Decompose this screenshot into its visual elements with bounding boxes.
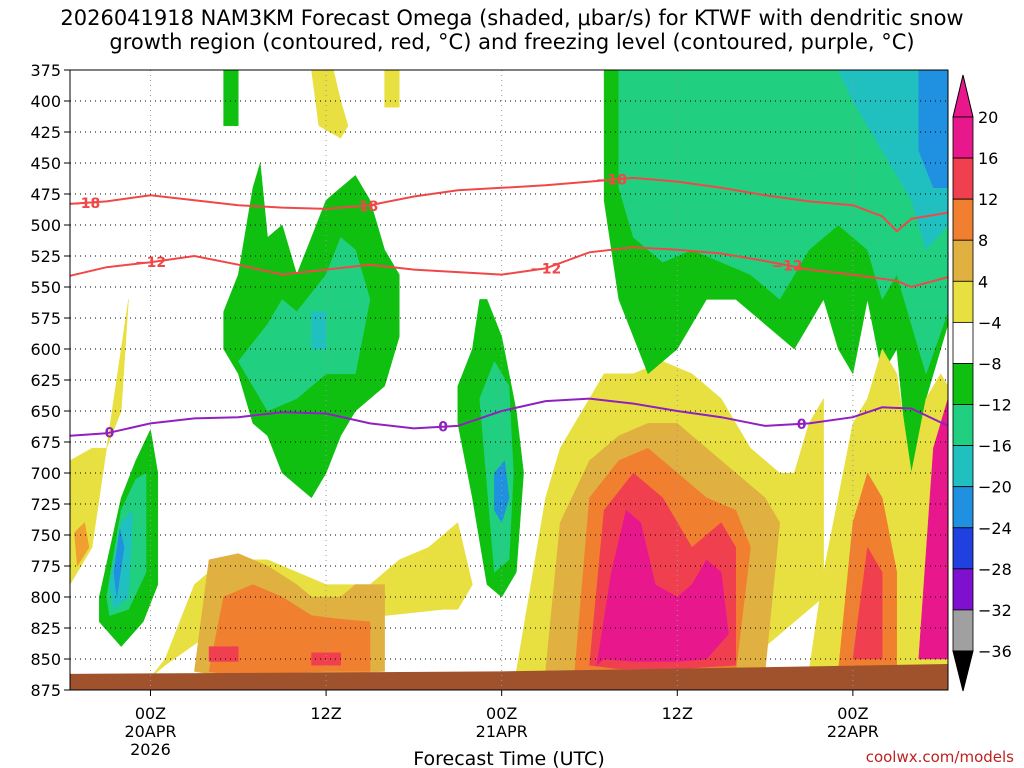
- x-tick-label-0-2: 2026: [130, 740, 171, 759]
- colorbar-bottom-arrow: [952, 650, 974, 692]
- colorbar-label-1: 16: [978, 149, 998, 168]
- colorbar-swatch-11: [952, 568, 974, 611]
- omega-region-ascent-w2: [74, 522, 90, 567]
- colorbar-swatch-5: [952, 321, 974, 364]
- colorbar-label-13: −36: [978, 642, 1012, 661]
- chart-title-line2: growth region (contoured, red, °C) and f…: [109, 30, 915, 54]
- y-tick-label-575: 575: [30, 309, 61, 328]
- colorbar-label-8: −16: [978, 437, 1012, 456]
- y-tick-label-775: 775: [30, 557, 61, 576]
- contour-label-dgz-bottom-2: −12: [771, 258, 802, 274]
- contour-dgz-top: [69, 176, 949, 233]
- contour-label-dgz-bottom-0: −12: [135, 255, 166, 271]
- omega-region-descent-c4c: [494, 460, 510, 523]
- contour-layer: −18 −18 −18 −12 −12 −12 0 0 0: [69, 173, 949, 442]
- gridlines: [70, 70, 948, 690]
- contour-label-freezing-level-0: 0: [105, 426, 115, 442]
- colorbar-swatch-7: [952, 404, 974, 447]
- y-tick-label-400: 400: [30, 92, 61, 111]
- colorbar-swatch-6: [952, 363, 974, 405]
- omega-region-ascent-l5: [311, 652, 341, 666]
- x-tick-label-0-1: 20APR: [124, 722, 176, 741]
- y-tick-label-875: 875: [30, 681, 61, 700]
- omega-region-descent-c2b: [238, 237, 371, 412]
- omega-shading-layer: [69, 69, 949, 678]
- omega-region-descent-c4b: [479, 361, 514, 573]
- colorbar-label-5: −4: [978, 313, 1002, 332]
- terrain-fill: [70, 663, 948, 690]
- y-tick-label-650: 650: [30, 402, 61, 421]
- x-tick-label-36-0: 12Z: [662, 704, 693, 723]
- y-tick-label-475: 475: [30, 185, 61, 204]
- y-tick-label-425: 425: [30, 123, 61, 142]
- y-axis: 375 400 425 450 475 500 525 550 575 600 625 650 675 7…: [30, 61, 70, 700]
- y-tick-label-800: 800: [30, 588, 61, 607]
- x-tick-label-0-0: 00Z: [135, 704, 166, 723]
- x-tick-label-48-0: 00Z: [837, 704, 868, 723]
- colorbar-label-12: −32: [978, 601, 1012, 620]
- y-tick-label-550: 550: [30, 278, 61, 297]
- colorbar: 20 16 12 8 4 −4 −8 −12 −16 −20 −24 −28 −32 −36: [952, 74, 1012, 692]
- omega-region-ascent-e3: [852, 547, 883, 660]
- y-tick-label-450: 450: [30, 154, 61, 173]
- contour-label-freezing-level-1: 0: [438, 420, 448, 436]
- y-tick-label-750: 750: [30, 526, 61, 545]
- omega-region-ascent-w1: [69, 299, 129, 585]
- colorbar-swatch-0: [952, 116, 974, 159]
- x-tick-label-48-1: 22APR: [827, 722, 879, 741]
- omega-region-ascent-u1: [311, 69, 349, 139]
- colorbar-swatch-2: [952, 198, 974, 241]
- contour-label-dgz-top-0: −18: [69, 196, 100, 212]
- omega-region-ascent-m5: [596, 509, 729, 666]
- y-tick-label-375: 375: [30, 61, 61, 80]
- y-tick-label-725: 725: [30, 495, 61, 514]
- colorbar-label-2: 12: [978, 190, 998, 209]
- colorbar-label-7: −12: [978, 396, 1012, 415]
- colorbar-label-4: 4: [978, 272, 988, 291]
- chart-title: 2026041918 NAM3KM Forecast Omega (shaded…: [0, 6, 1024, 54]
- y-tick-label-700: 700: [30, 464, 61, 483]
- y-tick-label-525: 525: [30, 247, 61, 266]
- omega-region-descent-c1d: [113, 528, 125, 598]
- chart-title-line1: 2026041918 NAM3KM Forecast Omega (shaded…: [60, 6, 964, 30]
- colorbar-swatch-9: [952, 486, 974, 529]
- y-tick-label-625: 625: [30, 371, 61, 390]
- colorbar-label-11: −28: [978, 560, 1012, 579]
- y-tick-label-850: 850: [30, 650, 61, 669]
- y-tick-label-600: 600: [30, 340, 61, 359]
- omega-region-ascent-u2: [384, 69, 400, 108]
- contour-label-dgz-top-1: −18: [347, 199, 378, 215]
- colorbar-swatch-10: [952, 527, 974, 570]
- omega-region-ascent-l4: [208, 646, 239, 662]
- colorbar-swatch-4: [952, 280, 974, 323]
- contour-label-freezing-level-2: 0: [797, 417, 807, 433]
- colorbar-label-3: 8: [978, 231, 988, 250]
- y-tick-label-825: 825: [30, 619, 61, 638]
- contour-label-dgz-bottom-1: −12: [530, 261, 561, 277]
- colorbar-label-6: −8: [978, 354, 1002, 373]
- x-tick-label-24-0: 00Z: [486, 704, 517, 723]
- colorbar-swatch-3: [952, 239, 974, 282]
- colorbar-label-9: −20: [978, 478, 1012, 497]
- colorbar-swatch-8: [952, 445, 974, 488]
- omega-region-descent-c2c: [311, 311, 327, 350]
- colorbar-top-arrow: [952, 74, 974, 118]
- colorbar-label-10: −24: [978, 519, 1012, 538]
- colorbar-label-0: 20: [978, 108, 998, 127]
- contour-freezing-level: [69, 397, 949, 437]
- x-tick-label-12-0: 12Z: [310, 704, 341, 723]
- x-tick-label-24-1: 21APR: [476, 722, 528, 741]
- y-tick-label-675: 675: [30, 433, 61, 452]
- colorbar-swatch-12: [952, 609, 974, 652]
- contour-dgz-bottom: [69, 246, 949, 289]
- credit-text: coolwx.com/models: [866, 748, 1014, 766]
- contour-label-dgz-top-2: −18: [596, 173, 627, 189]
- colorbar-swatch-1: [952, 157, 974, 200]
- x-axis-label: Forecast Time (UTC): [413, 748, 604, 768]
- terrain-layer: [70, 663, 948, 690]
- omega-region-descent-c3: [223, 69, 239, 127]
- y-tick-label-500: 500: [30, 216, 61, 235]
